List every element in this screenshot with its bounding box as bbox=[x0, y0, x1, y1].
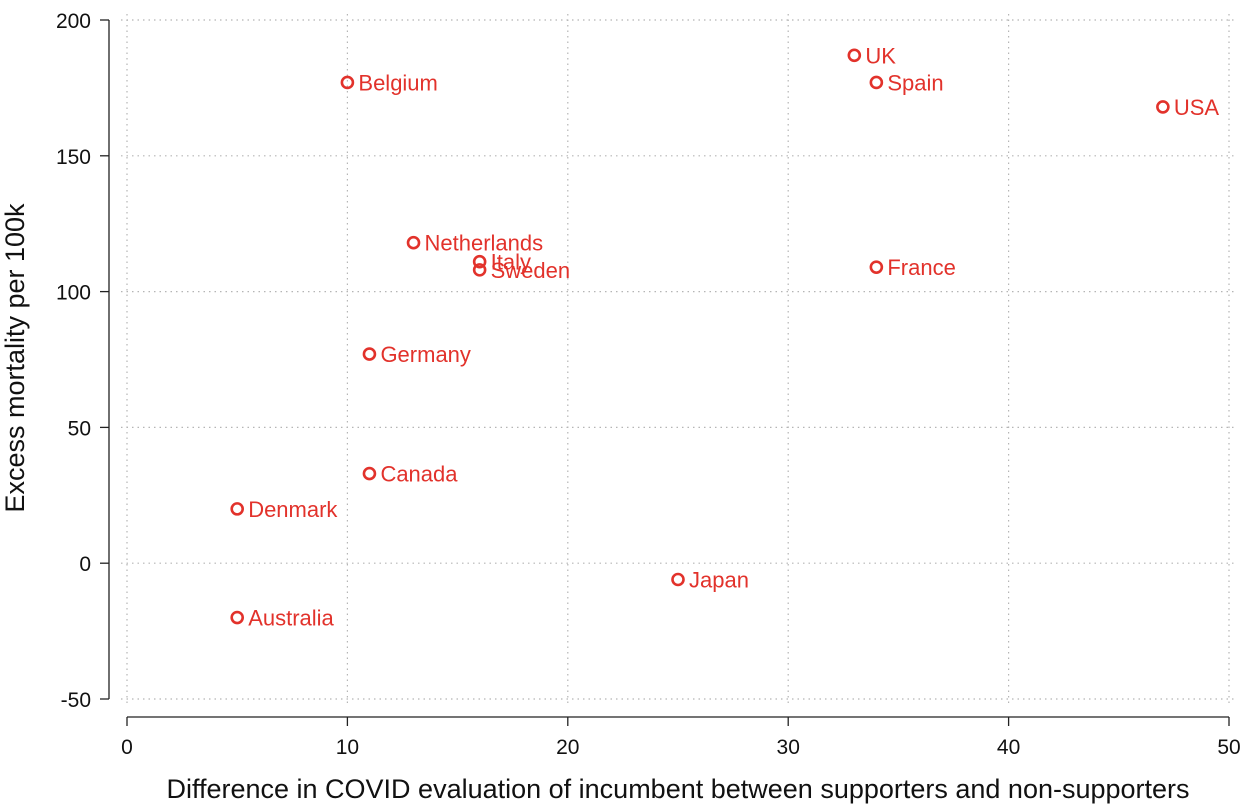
y-tick-label: 0 bbox=[79, 553, 91, 576]
point-label: USA bbox=[1174, 95, 1220, 120]
point-label: Japan bbox=[689, 567, 749, 592]
grid-lines bbox=[121, 14, 1235, 705]
point-label: Netherlands bbox=[425, 231, 544, 256]
data-point bbox=[671, 572, 685, 587]
data-point bbox=[472, 254, 487, 269]
y-axis-title: Excess mortality per 100k bbox=[0, 203, 30, 513]
data-point bbox=[869, 75, 884, 90]
data-point bbox=[1156, 100, 1170, 114]
data-point bbox=[362, 466, 377, 481]
data-point bbox=[869, 260, 884, 274]
point-label: Denmark bbox=[248, 497, 338, 522]
point-label: Belgium bbox=[358, 70, 437, 95]
axes bbox=[100, 19, 1230, 726]
data-point bbox=[847, 48, 862, 63]
data-point bbox=[230, 610, 244, 625]
x-tick-label: 30 bbox=[777, 736, 800, 759]
y-tick-label: 150 bbox=[56, 146, 91, 169]
point-label: Italy bbox=[491, 250, 531, 275]
data-point bbox=[340, 75, 355, 90]
point-label: Sweden bbox=[491, 258, 571, 283]
tick-labels: 0 10 20 30 40 50 -50 0 50 100 150 200 bbox=[56, 10, 1241, 759]
data-point bbox=[472, 263, 487, 277]
point-label: Canada bbox=[380, 462, 458, 487]
x-tick-label: 40 bbox=[997, 736, 1020, 759]
data-point bbox=[406, 235, 421, 250]
point-label: France bbox=[887, 255, 955, 280]
x-axis-title: Difference in COVID evaluation of incumb… bbox=[166, 774, 1189, 804]
x-tick-label: 10 bbox=[336, 736, 359, 759]
point-label: Australia bbox=[248, 606, 334, 631]
y-tick-label: 100 bbox=[56, 282, 91, 305]
y-tick-label: 200 bbox=[56, 10, 91, 33]
y-tick-label: -50 bbox=[61, 689, 91, 712]
x-tick-label: 50 bbox=[1217, 736, 1240, 759]
point-label: UK bbox=[865, 43, 896, 68]
x-tick-label: 0 bbox=[121, 736, 133, 759]
point-label: Spain bbox=[887, 70, 943, 95]
point-label: Germany bbox=[380, 342, 470, 367]
y-tick-label: 50 bbox=[68, 417, 91, 440]
data-point bbox=[230, 502, 244, 516]
x-tick-label: 20 bbox=[556, 736, 579, 759]
data-point bbox=[362, 347, 377, 361]
